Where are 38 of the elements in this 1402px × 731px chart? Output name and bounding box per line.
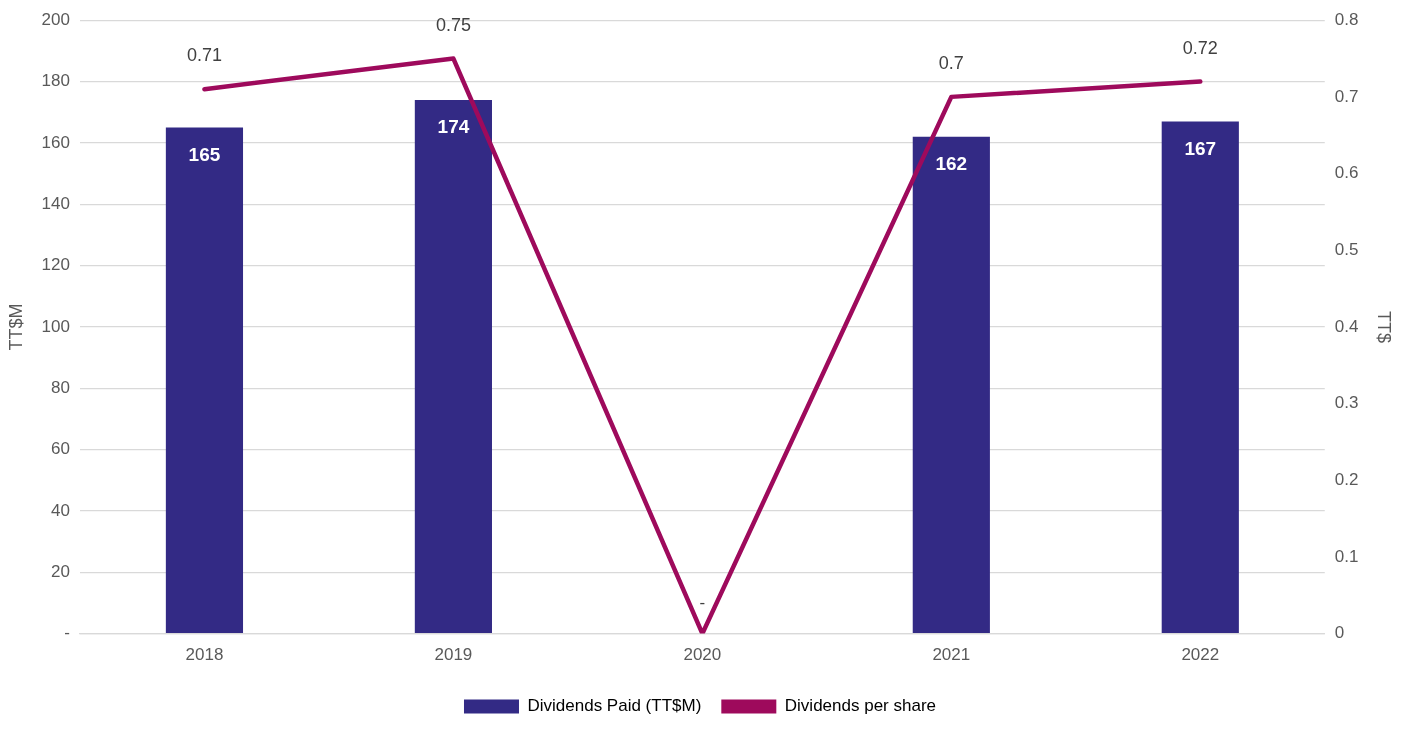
x-tick-label: 2018 [185, 645, 224, 665]
data-label: 174 [437, 116, 470, 138]
data-label: 0.72 [1182, 37, 1218, 58]
y2-tick-label: 0.2 [1334, 469, 1359, 489]
y-axis-title: TT$M [5, 303, 26, 351]
y-tick-label: 180 [41, 71, 70, 91]
y2-tick-label: 0.1 [1334, 546, 1359, 566]
data-label: 167 [1184, 137, 1217, 159]
y2-tick-label: 0.7 [1334, 86, 1359, 106]
y-tick-label: 20 [51, 561, 70, 581]
data-label: 0.71 [186, 45, 222, 66]
y-tick-label: 60 [51, 439, 70, 459]
data-label: 0.75 [435, 14, 471, 35]
y-tick-label: 160 [41, 132, 70, 152]
x-tick-label: 2022 [1181, 645, 1220, 665]
y-tick-label: 140 [41, 193, 70, 213]
x-tick-label: 2020 [683, 645, 722, 665]
y2-tick-label: 0.3 [1334, 393, 1359, 413]
data-label: 165 [188, 143, 221, 165]
y-tick-label: 100 [41, 316, 70, 336]
data-label: 162 [935, 152, 968, 174]
y2-tick-label: 0.4 [1334, 316, 1359, 336]
legend-label: Dividends Paid (TT$M) [527, 696, 702, 716]
x-tick-label: 2019 [434, 645, 473, 665]
data-label: - [699, 593, 706, 613]
y2-tick-label: 0.8 [1334, 9, 1359, 29]
y2-axis-title: TT$ [1374, 310, 1395, 343]
y-tick-label: 120 [41, 255, 70, 275]
data-label: 0.7 [938, 52, 964, 73]
y2-tick-label: 0.5 [1334, 239, 1359, 259]
y2-tick-label: 0 [1334, 623, 1345, 643]
y-tick-label: 80 [51, 377, 70, 397]
y-tick-label: - [64, 623, 70, 643]
y2-tick-label: 0.6 [1334, 163, 1359, 183]
y-tick-label: 200 [41, 9, 70, 29]
legend-label: Dividends per share [784, 696, 937, 716]
x-tick-label: 2021 [932, 645, 971, 665]
y-tick-label: 40 [51, 500, 70, 520]
